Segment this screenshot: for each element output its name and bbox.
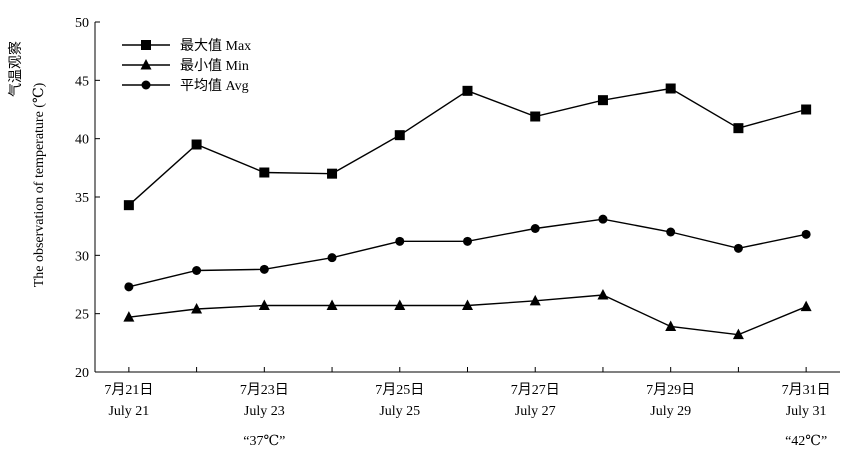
series-triangle — [123, 289, 812, 340]
legend-item: 最大值 Max — [122, 38, 251, 54]
y-tick-label: 20 — [75, 366, 89, 381]
data-point-triangle — [800, 300, 812, 312]
data-point-circle — [801, 229, 811, 239]
series-layer — [123, 83, 812, 340]
axes — [94, 22, 840, 373]
x-tick-label-cn: 7月23日 — [240, 382, 289, 398]
data-point-square — [259, 167, 270, 178]
legend-item: 最小值 Min — [122, 58, 249, 74]
data-point-triangle — [732, 328, 744, 340]
series-square — [123, 83, 812, 211]
y-tick-label: 30 — [75, 249, 89, 264]
data-point-circle — [192, 266, 202, 275]
data-point-circle — [530, 224, 540, 233]
data-point-square — [191, 139, 202, 150]
data-point-triangle — [394, 299, 406, 310]
series-circle — [124, 214, 811, 292]
data-point-square — [327, 168, 338, 179]
data-point-circle — [598, 214, 608, 224]
x-tick-label-cn: 7月21日 — [104, 382, 153, 398]
data-point-triangle — [191, 303, 203, 314]
data-point-circle — [463, 236, 472, 246]
data-point-square — [123, 200, 134, 211]
data-point-triangle — [597, 289, 609, 300]
data-point-triangle — [123, 311, 135, 322]
data-point-triangle — [665, 320, 677, 331]
data-point-square — [530, 111, 541, 122]
y-axis-label-cn: 气温观察 — [7, 41, 24, 97]
data-point-circle — [124, 282, 134, 292]
data-point-triangle — [258, 299, 270, 310]
data-point-circle — [259, 264, 269, 274]
data-point-circle — [733, 243, 743, 253]
series-line-circle — [128, 218, 807, 288]
data-point-square — [394, 130, 405, 141]
y-tick-label: 35 — [75, 191, 89, 206]
y-tick-label: 45 — [75, 74, 89, 89]
x-tick-label-en: July 29 — [650, 404, 691, 419]
y-tick-label: 25 — [75, 308, 89, 323]
legend-label: 最小值 Min — [180, 58, 249, 74]
x-tick-label-cn: 7月29日 — [646, 382, 695, 398]
x-axis-ticks: 7月21日 July 21 7月23日 July 23 7月25日 July 25 7月27… — [104, 367, 831, 419]
x-tick-label-cn: 7月31日 — [782, 382, 831, 398]
x-tick-label-en: July 31 — [786, 404, 827, 419]
data-point-circle — [666, 227, 676, 237]
legend: 最大值 Max 最小值 Min 平均值 Avg — [122, 38, 251, 94]
y-tick-label: 40 — [75, 133, 89, 148]
x-tick-label-cn: 7月27日 — [511, 382, 560, 398]
y-axis-label: 气温观察 The observation of temperature (℃) — [7, 41, 47, 287]
x-tick-label-en: July 23 — [244, 404, 285, 419]
legend-marker-circle — [141, 80, 151, 90]
series-line-square — [128, 87, 807, 206]
legend-label: 平均值 Avg — [180, 78, 249, 94]
annotation-label: “37℃” — [243, 434, 285, 449]
legend-marker-triangle — [140, 59, 152, 70]
data-point-square — [665, 83, 676, 94]
annotations: “37℃” “42℃” — [243, 434, 827, 449]
data-point-circle — [327, 253, 337, 263]
data-point-triangle — [326, 299, 338, 310]
x-tick-label-en: July 21 — [108, 404, 149, 419]
y-axis-label-en: The observation of temperature (℃) — [32, 82, 47, 287]
legend-label: 最大值 Max — [180, 38, 251, 54]
x-tick-label-cn: 7月25日 — [375, 382, 424, 398]
data-point-triangle — [529, 294, 541, 306]
data-point-square — [801, 104, 812, 115]
annotation-label: “42℃” — [785, 434, 827, 449]
x-tick-label-en: July 25 — [379, 404, 420, 419]
legend-item: 平均值 Avg — [122, 78, 249, 94]
y-axis-ticks: 20 25 30 35 40 45 50 — [75, 16, 100, 381]
data-point-square — [462, 85, 473, 96]
y-tick-label: 50 — [75, 16, 89, 31]
data-point-square — [733, 123, 744, 134]
data-point-square — [597, 95, 608, 106]
data-point-triangle — [462, 299, 473, 310]
x-tick-label-en: July 27 — [515, 404, 556, 419]
data-point-circle — [395, 236, 405, 246]
legend-marker-square — [141, 40, 151, 50]
